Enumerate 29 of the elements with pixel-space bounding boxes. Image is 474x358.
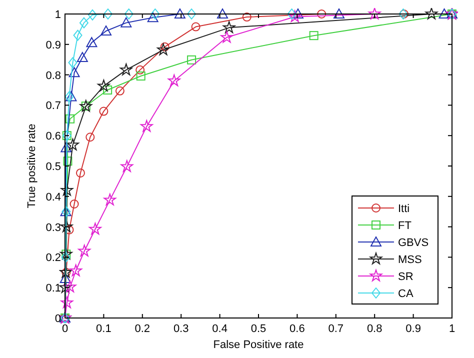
y-tick-label: 0.2 (46, 252, 61, 264)
y-tick-label: 0.9 (46, 39, 61, 52)
x-tick-label: 0.6 (290, 323, 305, 335)
x-tick-label: 0.9 (406, 323, 421, 335)
y-tick-label: 0.7 (46, 100, 61, 112)
y-tick-label: 0.6 (46, 130, 61, 143)
legend-label: FT (398, 220, 412, 232)
x-tick-label: 0.8 (366, 323, 382, 335)
y-tick-label: 0.3 (46, 222, 61, 234)
y-axis-title: True positive rate (26, 124, 38, 208)
y-tick-label: 0 (54, 313, 61, 325)
y-tick-label: 0.1 (46, 282, 61, 295)
legend-label: Itti (398, 203, 410, 215)
x-tick-label: 0.2 (134, 323, 150, 335)
legend-label: GBVS (398, 237, 429, 249)
y-tick-label: 0.8 (46, 70, 61, 82)
x-tick-label: 0.4 (212, 323, 228, 335)
y-tick-label: 0.5 (46, 161, 61, 173)
x-tick-label: 0.7 (328, 323, 344, 335)
x-tick-label: 0.1 (96, 323, 112, 335)
legend-label: SR (398, 271, 414, 283)
x-tick-label: 0.5 (250, 323, 266, 335)
x-tick-label: 0.3 (173, 323, 189, 335)
y-tick-label: 0.4 (46, 191, 61, 204)
legend-label: MSS (398, 254, 422, 266)
legend-label: CA (398, 288, 414, 300)
x-axis-title: False Positive rate (213, 339, 304, 351)
y-tick-label: 1 (54, 9, 61, 21)
x-tick-label: 1 (448, 323, 456, 335)
